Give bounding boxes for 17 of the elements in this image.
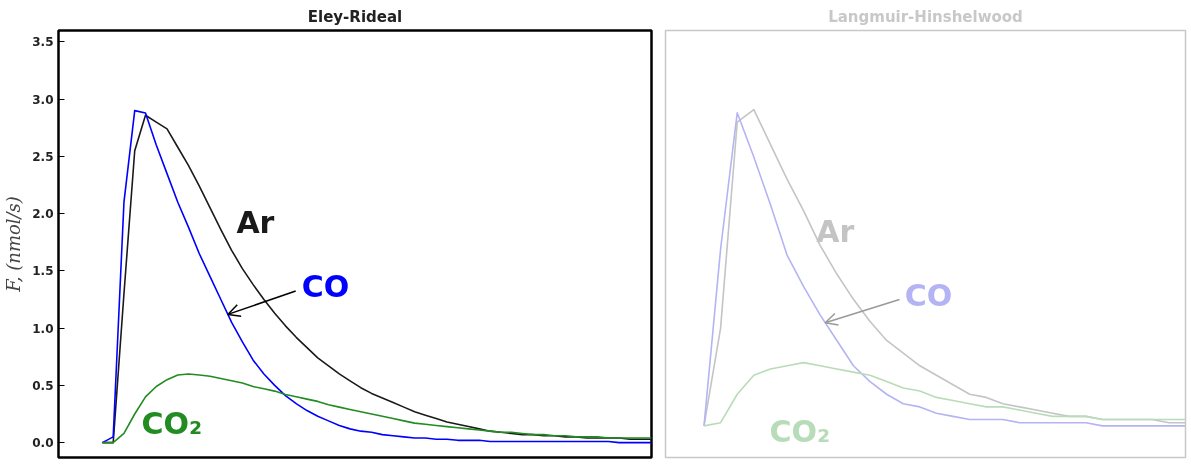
y-tick-label: 1.0 (32, 321, 54, 336)
y-tick-label: 2.5 (32, 149, 54, 164)
text: CO (301, 269, 350, 305)
y-tick-label: 3.5 (32, 35, 54, 50)
series-label: CO₂ (769, 414, 831, 450)
chart-title: Eley-Rideal (307, 7, 403, 26)
series-label: CO₂ (141, 405, 203, 441)
series-label: Ar (236, 205, 275, 241)
y-axis-title: F, (nmol/s) (3, 196, 25, 293)
y-tick-label: 3.0 (32, 92, 54, 107)
line-series (101, 373, 652, 444)
y-tick-label: 1.5 (32, 264, 54, 279)
y-tick-label: 2.0 (32, 207, 54, 222)
series-label: Ar (816, 213, 855, 249)
y-tick-label: 0.5 (32, 378, 54, 393)
y-tick-label: 0.0 (32, 436, 54, 451)
text: CO (904, 277, 953, 313)
